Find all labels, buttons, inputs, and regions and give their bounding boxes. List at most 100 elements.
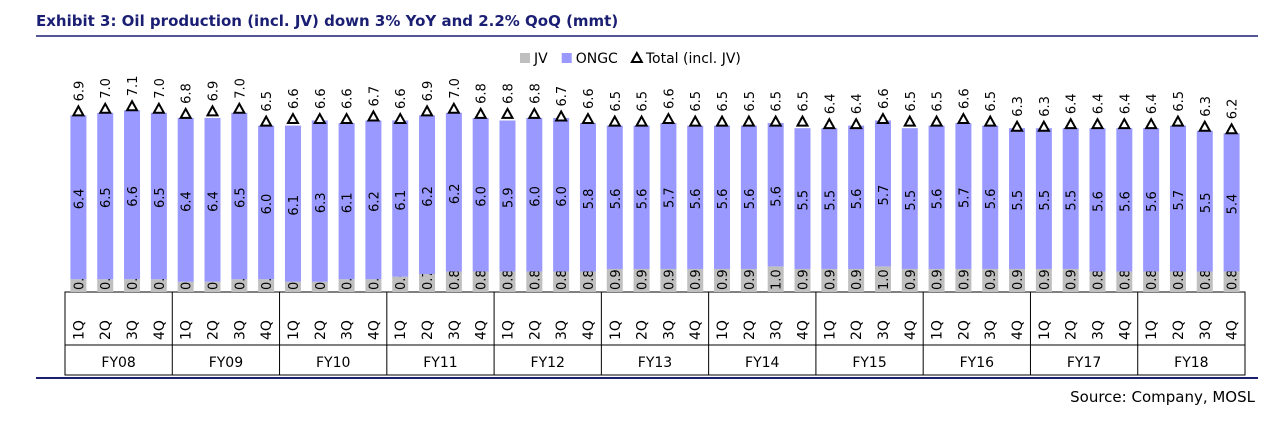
bar-segment xyxy=(955,268,972,292)
bar-segment xyxy=(419,274,436,292)
bar-segment xyxy=(714,268,731,292)
bar-segment xyxy=(392,276,409,292)
value-label: 7.0 xyxy=(153,78,168,99)
total-marker xyxy=(1090,117,1105,130)
bar-segment xyxy=(901,268,918,292)
total-marker xyxy=(849,117,863,130)
value-label: 5.5 xyxy=(1199,192,1214,213)
value-label: 6.5 xyxy=(931,91,946,112)
value-label: 6.8 xyxy=(502,83,517,104)
bar-segment xyxy=(848,268,865,292)
bar-segment xyxy=(97,279,114,292)
value-label: 6.9 xyxy=(72,81,87,102)
value-label: 0.9 xyxy=(743,269,758,290)
x-tick-label: 4Q xyxy=(1117,320,1133,340)
value-label: 0.9 xyxy=(662,269,677,290)
value-label: 0.9 xyxy=(850,269,865,290)
legend-marker xyxy=(630,50,644,63)
value-label: 5.5 xyxy=(797,190,812,211)
value-label: 1.0 xyxy=(877,269,892,290)
bar-segment xyxy=(472,271,489,292)
value-label: 5.6 xyxy=(609,189,624,210)
value-label: 0.9 xyxy=(823,269,838,290)
value-label: 6.5 xyxy=(904,91,919,112)
value-label: 6.2 xyxy=(448,183,463,204)
bar-segment xyxy=(928,125,945,269)
total-marker xyxy=(1063,117,1078,130)
value-label: 0.9 xyxy=(609,269,624,290)
value-label: 0.8 xyxy=(1145,269,1160,290)
value-label: 6.1 xyxy=(394,190,409,211)
x-tick-label: 4Q xyxy=(903,320,919,340)
value-label: 6.7 xyxy=(555,86,570,107)
value-label: 6.0 xyxy=(260,194,275,215)
group-label: FY10 xyxy=(316,355,350,371)
bar-segment xyxy=(284,125,301,282)
value-label: 6.4 xyxy=(180,191,195,212)
value-label: 1.0 xyxy=(770,269,785,290)
total-marker xyxy=(661,111,676,125)
x-tick-label: 2Q xyxy=(635,320,651,340)
total-marker xyxy=(527,106,542,119)
bar-segment xyxy=(124,110,141,280)
value-label: 5.5 xyxy=(823,190,838,211)
bar-segment xyxy=(338,279,355,292)
total-marker xyxy=(1010,119,1024,132)
total-marker xyxy=(795,114,810,127)
total-marker xyxy=(71,104,86,117)
total-marker xyxy=(1198,119,1212,132)
group-label: FY17 xyxy=(1067,355,1101,371)
bar-segment xyxy=(633,268,650,292)
value-label: 6.5 xyxy=(609,91,624,112)
value-label: 0.8 xyxy=(1118,269,1133,290)
bar-segment xyxy=(767,266,784,292)
x-tick-label: 2Q xyxy=(206,320,222,340)
value-label: 6.2 xyxy=(1226,99,1241,120)
bar-segment xyxy=(365,120,382,280)
bar-segment xyxy=(150,112,167,280)
total-marker xyxy=(393,111,407,125)
total-marker xyxy=(1117,117,1132,130)
value-label: 6.0 xyxy=(555,186,570,207)
total-marker xyxy=(205,104,220,117)
total-marker xyxy=(715,114,729,127)
total-marker xyxy=(1144,117,1158,130)
group-label: FY09 xyxy=(209,355,243,371)
bar-segment xyxy=(767,123,784,267)
bar-segment xyxy=(311,120,328,282)
bar-segment xyxy=(633,125,650,269)
total-marker xyxy=(1171,114,1185,127)
bar-segment xyxy=(1169,125,1186,272)
value-label: 0.9 xyxy=(636,269,651,290)
bar-segment xyxy=(258,125,275,280)
x-tick-label: 1Q xyxy=(608,320,624,340)
x-tick-label: 3Q xyxy=(554,320,570,340)
total-marker xyxy=(822,117,837,130)
x-tick-label: 1Q xyxy=(393,320,409,340)
total-marker xyxy=(956,111,971,125)
value-label: 0.8 xyxy=(1172,269,1187,290)
x-tick-label: 1Q xyxy=(822,320,838,340)
value-label: 0.8 xyxy=(502,269,517,290)
value-label: 6.6 xyxy=(582,88,597,109)
x-tick-label: 2Q xyxy=(849,320,865,340)
total-marker xyxy=(178,106,193,119)
axis-frame xyxy=(64,291,1246,376)
bar-segment xyxy=(1196,130,1213,272)
value-label: 5.5 xyxy=(904,190,919,211)
total-marker xyxy=(232,101,247,114)
total-marker xyxy=(339,111,354,125)
value-label: 5.6 xyxy=(984,189,999,210)
bar-segment xyxy=(70,115,87,280)
bar-segment xyxy=(848,125,865,269)
bar-segment xyxy=(124,279,141,292)
value-label: 6.5 xyxy=(99,187,114,208)
bar-segment xyxy=(1223,133,1240,272)
value-label: 6.5 xyxy=(260,91,275,112)
value-label: 6.4 xyxy=(207,191,222,212)
bar-segment xyxy=(1169,271,1186,292)
value-label: 0.8 xyxy=(555,269,570,290)
group-label: FY16 xyxy=(960,355,995,371)
value-label: 6.3 xyxy=(314,192,329,213)
bar-segment xyxy=(1143,128,1160,272)
